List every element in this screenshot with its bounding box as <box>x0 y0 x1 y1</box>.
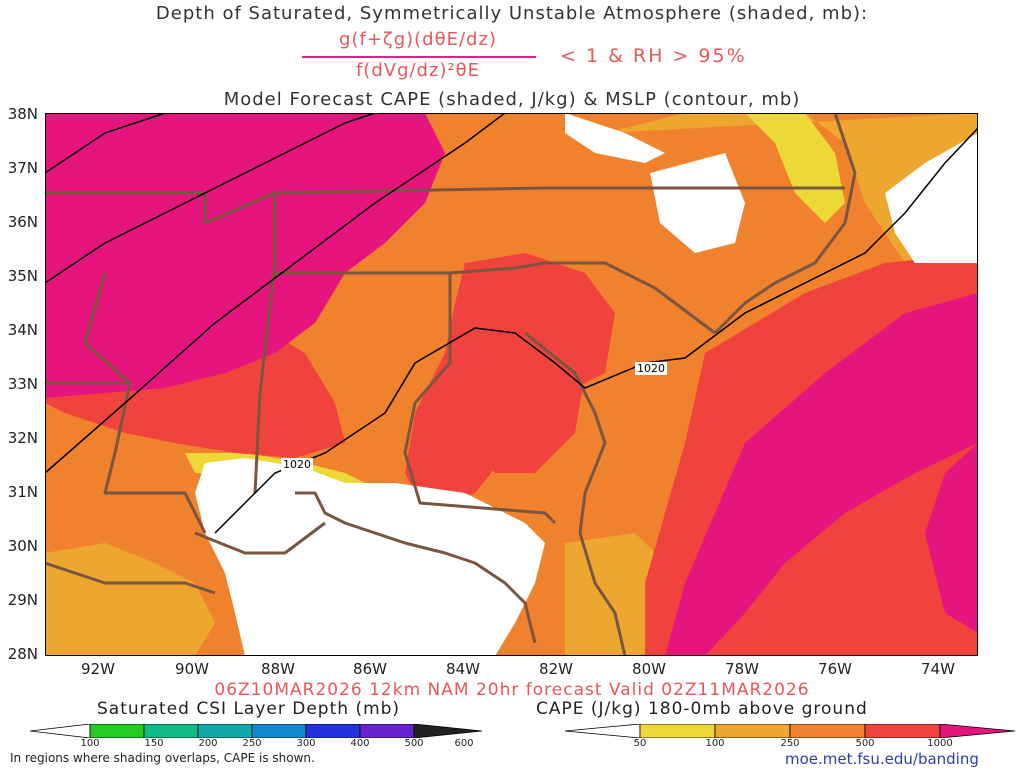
formula-fraction-bar <box>302 56 536 58</box>
csi-tick: 100 <box>80 738 100 749</box>
cape-100-region-west <box>45 543 215 656</box>
formula-numerator: g(f+ζg)(dθE/dz) <box>339 29 497 50</box>
no-cape-region-nc <box>565 113 665 163</box>
lat-label: 34N <box>7 321 38 339</box>
isobar-label-1020-west: 1020 <box>281 458 313 471</box>
lon-label: 88W <box>261 660 295 678</box>
lat-label: 32N <box>7 429 38 447</box>
lon-label: 74W <box>921 660 955 678</box>
csi-colorbar-title: Saturated CSI Layer Depth (mb) <box>97 699 401 719</box>
lat-label: 38N <box>7 105 38 123</box>
cape-1000-region-northwest <box>45 113 445 398</box>
lon-label: 80W <box>632 660 666 678</box>
csi-colorbar <box>30 724 483 738</box>
formula-denominator: f(dVg/dz)²θE <box>355 60 481 81</box>
cape-tick: 1000 <box>927 738 953 749</box>
source-url-link[interactable]: moe.met.fsu.edu/banding <box>785 750 979 768</box>
no-cape-region-offshore-ne <box>885 133 978 263</box>
cape-50-band-ne <box>745 113 845 223</box>
no-cape-region-va <box>650 153 745 253</box>
lat-label: 29N <box>7 591 38 609</box>
state-borders <box>45 113 857 656</box>
chart-title-line1: Depth of Saturated, Symmetrically Unstab… <box>155 3 869 24</box>
chart-title-line3: Model Forecast CAPE (shaded, J/kg) & MSL… <box>223 89 801 110</box>
cape-1000-region-atlantic <box>665 293 978 656</box>
lon-label: 82W <box>539 660 573 678</box>
lon-label: 78W <box>725 660 759 678</box>
mslp-contours <box>45 113 978 534</box>
cape-colorbar <box>565 724 1016 738</box>
formula-condition: < 1 & RH > 95% <box>560 45 747 67</box>
lat-label: 28N <box>7 645 38 663</box>
isobar-line <box>45 113 506 474</box>
lon-label: 90W <box>175 660 209 678</box>
cape-1000-region-atlantic-east <box>925 443 978 633</box>
csi-tick: 200 <box>198 738 218 749</box>
cape-100-region-east-ne <box>605 113 978 263</box>
csi-tick: 150 <box>144 738 164 749</box>
cape-tick: 100 <box>705 738 725 749</box>
lat-label: 31N <box>7 483 38 501</box>
lon-label: 92W <box>81 660 115 678</box>
map-frame <box>45 113 978 656</box>
lat-label: 37N <box>7 159 38 177</box>
csi-tick: 500 <box>404 738 424 749</box>
lon-label: 86W <box>353 660 387 678</box>
lon-label: 84W <box>446 660 480 678</box>
cape-500-region-ga <box>460 323 585 473</box>
cape-tick: 250 <box>780 738 800 749</box>
cape-colorbar-title: CAPE (J/kg) 180-0mb above ground <box>536 699 868 719</box>
lat-label: 33N <box>7 375 38 393</box>
csi-tick: 400 <box>350 738 370 749</box>
forecast-map: 1020 1020 <box>45 113 978 656</box>
isobar-label-1020-east: 1020 <box>635 362 667 375</box>
footer-note: In regions where shading overlaps, CAPE … <box>10 751 315 765</box>
lat-label: 30N <box>7 537 38 555</box>
cape-tick: 50 <box>633 738 647 749</box>
csi-tick: 300 <box>296 738 316 749</box>
lat-label: 35N <box>7 267 38 285</box>
forecast-valid-line: 06Z10MAR2026 12km NAM 20hr forecast Vali… <box>214 680 810 700</box>
csi-tick: 250 <box>242 738 262 749</box>
csi-tick: 600 <box>454 738 474 749</box>
lon-label: 76W <box>818 660 852 678</box>
cape-tick: 500 <box>855 738 875 749</box>
lat-label: 36N <box>7 213 38 231</box>
